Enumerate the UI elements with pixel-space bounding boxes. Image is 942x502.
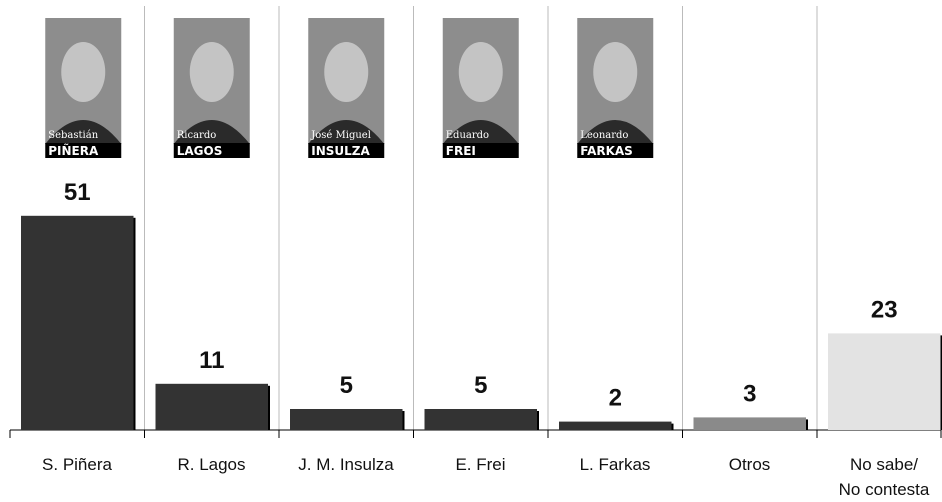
caption-first: Ricardo bbox=[177, 130, 217, 141]
caption-first: Leonardo bbox=[580, 130, 628, 141]
x-tick-label: L. Farkas bbox=[548, 452, 682, 477]
chart: 5111552323SebastiánPIÑERARicardoLAGOSJos… bbox=[0, 0, 942, 502]
x-tick-label: Otros bbox=[683, 452, 817, 477]
bar bbox=[156, 384, 269, 430]
x-tick-label: S. Piñera bbox=[10, 452, 144, 477]
bar bbox=[828, 333, 941, 430]
caption-last: LAGOS bbox=[177, 144, 223, 158]
value-label: 11 bbox=[199, 347, 224, 374]
x-tick-label: No sabe/ No contesta bbox=[817, 452, 942, 502]
caption-first: José Miguel bbox=[310, 130, 371, 141]
bar bbox=[290, 409, 403, 430]
value-label: 23 bbox=[871, 296, 898, 323]
value-label: 3 bbox=[743, 380, 756, 407]
caption-last: FREI bbox=[446, 144, 476, 158]
bar bbox=[425, 409, 538, 430]
caption-first: Eduardo bbox=[446, 130, 489, 141]
x-tick-label: E. Frei bbox=[414, 452, 548, 477]
portrait-face bbox=[190, 42, 234, 102]
chart-svg: 5111552323SebastiánPIÑERARicardoLAGOSJos… bbox=[0, 0, 942, 502]
caption-first: Sebastián bbox=[48, 130, 98, 141]
portrait-face bbox=[61, 42, 105, 102]
portrait-face bbox=[324, 42, 368, 102]
value-label: 5 bbox=[340, 372, 353, 399]
bar bbox=[694, 417, 807, 430]
portrait-face bbox=[593, 42, 637, 102]
x-tick-label: R. Lagos bbox=[145, 452, 279, 477]
bar bbox=[559, 422, 672, 430]
bar bbox=[21, 216, 134, 430]
portrait-face bbox=[459, 42, 503, 102]
caption-last: PIÑERA bbox=[48, 143, 99, 158]
value-label: 2 bbox=[609, 385, 622, 412]
x-tick-label: J. M. Insulza bbox=[279, 452, 413, 477]
value-label: 5 bbox=[474, 372, 487, 399]
caption-last: FARKAS bbox=[580, 144, 633, 158]
caption-last: INSULZA bbox=[311, 144, 370, 158]
value-label: 51 bbox=[64, 179, 91, 206]
